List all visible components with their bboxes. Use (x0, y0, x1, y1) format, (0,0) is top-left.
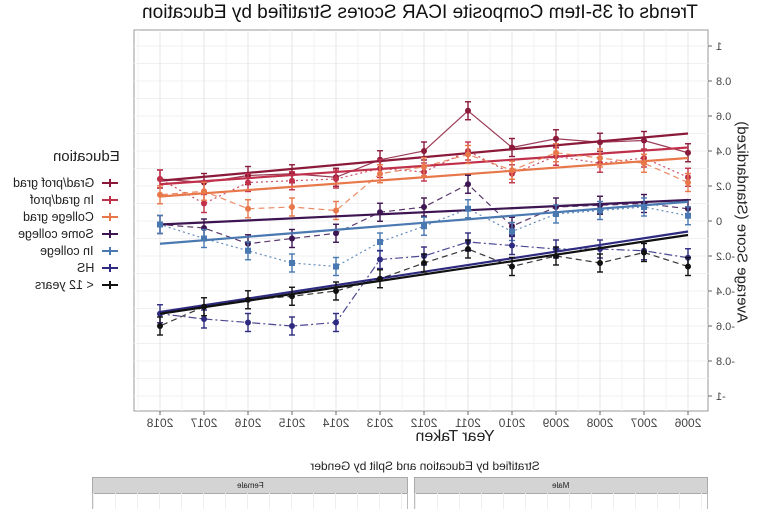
legend-item-in-grad-prof: In grad/prof (30, 192, 118, 208)
legend-key-icon (102, 230, 118, 238)
y-axis-label: Average Score (Standardized) (733, 121, 751, 323)
facet-strip-male: Male (414, 477, 708, 494)
x-tick-label: 2006 (674, 416, 701, 430)
x-tick-label: 2014 (322, 416, 349, 430)
x-tick-label: 2010 (498, 416, 525, 430)
y-tick-label: 0.4 (716, 146, 731, 158)
x-tick-label: 2016 (234, 416, 261, 430)
facet-panel-female (92, 493, 408, 509)
y-tick-label: 0.2 (716, 181, 731, 193)
legend-item-in-college: In college (40, 243, 118, 259)
x-tick-label: 2007 (630, 416, 657, 430)
y-tick-label: -0.4 (716, 286, 735, 298)
y-tick-label: -1 (716, 391, 726, 403)
legend-key-icon (102, 196, 118, 204)
facet-strip-female: Female (92, 477, 408, 494)
y-tick-label: 0.8 (716, 76, 731, 88)
x-axis-label: Year Taken (415, 428, 495, 445)
chart-title: Trends of 35-Item Composite ICAR Scores … (142, 2, 698, 23)
y-tick-label: -0.6 (716, 321, 735, 333)
y-tick-label: 1 (716, 41, 722, 53)
y-tick-label: -0.2 (716, 251, 735, 263)
legend-title: Education (53, 148, 120, 165)
legend-key-icon (102, 247, 118, 255)
x-tick-label: 2009 (542, 416, 569, 430)
x-tick-label: 2018 (146, 416, 173, 430)
legend-item-grad-prof-grad: Grad/prof grad (13, 175, 118, 191)
subplot-title: Stratified by Education and Split by Gen… (310, 459, 540, 473)
legend-item-under-12-years: < 12 years (35, 277, 118, 293)
x-tick-label: 2013 (366, 416, 393, 430)
x-tick-label: 2017 (190, 416, 217, 430)
legend-item-hs: HS (77, 260, 118, 276)
facet-panel-male (414, 493, 708, 509)
legend-key-icon (102, 179, 118, 187)
x-tick-label: 2008 (586, 416, 613, 430)
legend-key-icon (102, 264, 118, 272)
y-tick-label: -0.8 (716, 356, 735, 368)
x-tick-label: 2011 (455, 416, 481, 430)
x-tick-label: 2012 (410, 416, 437, 430)
series--12-years (157, 233, 691, 336)
y-tick-label: 0.6 (716, 111, 731, 123)
legend-item-some-college: Some college (18, 226, 118, 242)
legend-item-college-grad: College grad (23, 209, 118, 225)
series-college-grad (157, 143, 691, 221)
legend-key-icon (102, 281, 118, 289)
legend-key-icon (102, 213, 118, 221)
x-tick-label: 2015 (278, 416, 305, 430)
y-tick-label: 0 (716, 216, 722, 228)
